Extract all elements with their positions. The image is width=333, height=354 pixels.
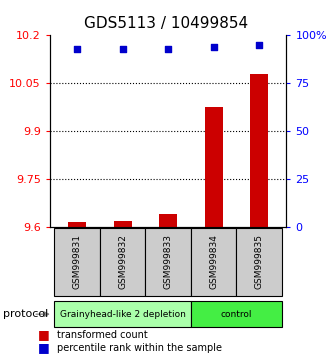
Text: GSM999835: GSM999835 bbox=[255, 234, 264, 290]
Text: protocol: protocol bbox=[3, 309, 49, 319]
Point bbox=[256, 42, 262, 48]
Bar bbox=[236, 228, 282, 296]
Bar bbox=[204, 107, 223, 227]
Text: percentile rank within the sample: percentile rank within the sample bbox=[57, 343, 221, 353]
Text: Grainyhead-like 2 depletion: Grainyhead-like 2 depletion bbox=[60, 310, 185, 319]
Bar bbox=[146, 228, 191, 296]
Bar bbox=[250, 74, 268, 227]
Point bbox=[166, 46, 171, 52]
Point bbox=[211, 44, 216, 50]
Point bbox=[120, 46, 125, 52]
Bar bbox=[159, 214, 177, 227]
Bar bbox=[191, 228, 236, 296]
Text: control: control bbox=[221, 310, 252, 319]
Text: GSM999833: GSM999833 bbox=[164, 234, 173, 290]
Bar bbox=[191, 301, 282, 327]
Bar bbox=[55, 228, 100, 296]
Text: ■: ■ bbox=[37, 342, 49, 354]
Text: GDS5113 / 10499854: GDS5113 / 10499854 bbox=[85, 16, 248, 31]
Bar bbox=[68, 222, 86, 227]
Text: transformed count: transformed count bbox=[57, 330, 148, 339]
Text: ■: ■ bbox=[37, 328, 49, 341]
Bar bbox=[100, 228, 146, 296]
Point bbox=[75, 46, 80, 52]
Text: GSM999832: GSM999832 bbox=[118, 234, 127, 290]
Bar bbox=[55, 301, 191, 327]
Text: GSM999831: GSM999831 bbox=[73, 234, 82, 290]
FancyArrowPatch shape bbox=[36, 312, 49, 316]
Bar bbox=[114, 221, 132, 227]
Text: GSM999834: GSM999834 bbox=[209, 234, 218, 290]
